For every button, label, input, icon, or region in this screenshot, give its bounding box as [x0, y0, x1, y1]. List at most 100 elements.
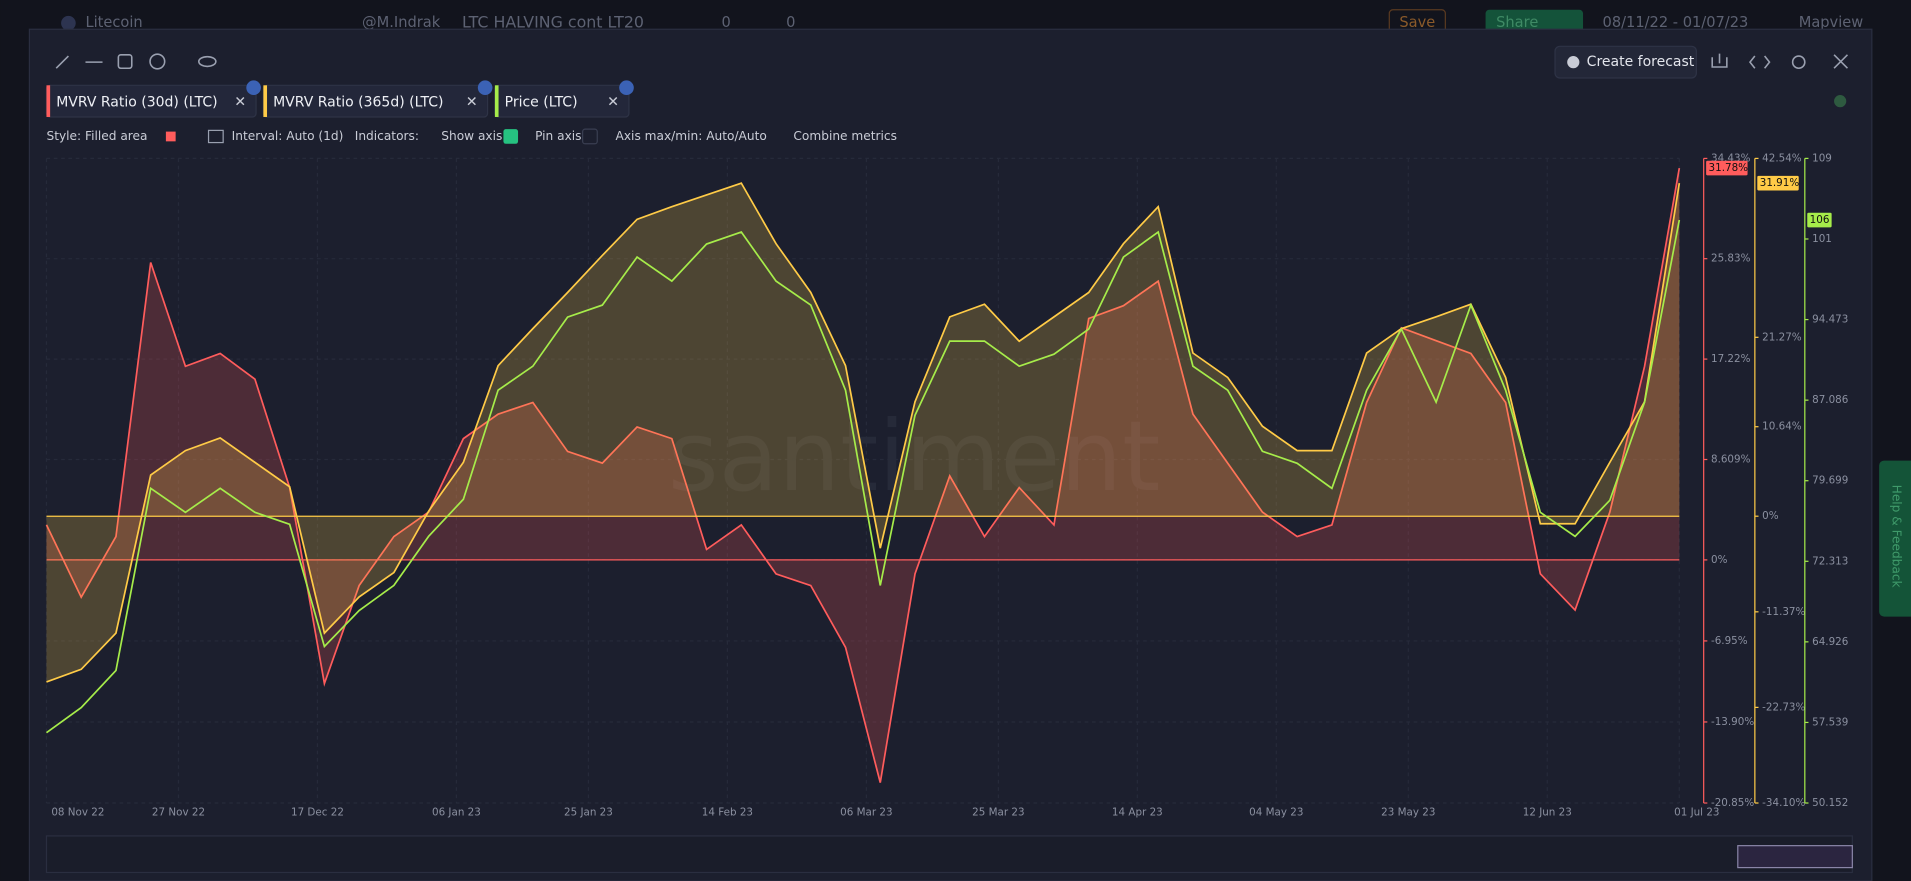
interval-option[interactable]: Interval: Auto (1d) — [232, 129, 344, 143]
x-tick-label: 08 Nov 22 — [51, 807, 104, 819]
current-value-label: 106 — [1810, 214, 1830, 226]
axis-range-option[interactable]: Axis max/min: Auto/Auto — [616, 129, 767, 143]
asset[interactable]: Litecoin — [85, 14, 142, 31]
indicators-option[interactable]: Indicators: — [355, 129, 419, 143]
y-tick-label: 72.313 — [1812, 555, 1848, 567]
top-bar: Litecoin @M.Indrak LTC HALVING cont LT20… — [61, 9, 1864, 38]
series-line — [46, 182, 1681, 683]
y-tick-label: -22.73% — [1762, 701, 1805, 713]
series-area — [46, 168, 1680, 783]
y-tick-label: 101 — [1812, 233, 1832, 245]
legend-remove[interactable] — [467, 96, 476, 106]
legend-chip — [262, 84, 489, 118]
legend-remove[interactable] — [236, 96, 245, 106]
legend-color — [46, 85, 51, 117]
legend-asset-icon — [619, 80, 634, 96]
note-tool[interactable] — [117, 54, 133, 70]
y-tick-label: 21.27% — [1762, 331, 1802, 343]
navigator-window[interactable] — [1737, 845, 1853, 869]
legend-asset-icon — [246, 80, 261, 96]
series-line — [45, 167, 1681, 783]
asset-icon — [61, 15, 76, 31]
legend-label: MVRV Ratio (30d) (LTC) — [56, 94, 217, 110]
current-value-badge — [1706, 160, 1748, 176]
y-tick-label: 94.473 — [1812, 314, 1848, 326]
y-tick-label: 79.699 — [1812, 475, 1848, 487]
y-tick-label: 0% — [1711, 554, 1728, 566]
x-tick-label: 14 Feb 23 — [702, 807, 753, 819]
style-option[interactable]: Style: Filled area — [46, 129, 147, 143]
series-line — [45, 219, 1681, 734]
comments[interactable]: 0 — [722, 14, 731, 31]
x-tick-label: 06 Jan 23 — [432, 807, 481, 819]
create-forecast-label: Create forecast — [1587, 54, 1695, 70]
interval-icon — [207, 129, 224, 144]
legend-label: MVRV Ratio (365d) (LTC) — [273, 94, 443, 110]
x-tick-label: 27 Nov 22 — [152, 807, 205, 819]
pin-axis-option: Pin axis — [535, 129, 581, 143]
layout-title: LTC HALVING cont LT20 — [462, 13, 644, 32]
y-tick-label: 10.64% — [1762, 421, 1802, 433]
options-row: Style: Filled area Interval: Auto (1d) I… — [46, 128, 897, 145]
navigator[interactable] — [45, 835, 1853, 874]
y-tick-label: -13.90% — [1711, 716, 1754, 728]
emoji-tool[interactable] — [149, 53, 166, 70]
y-tick-label: -20.85% — [1711, 797, 1754, 809]
embed-button[interactable] — [1748, 55, 1771, 69]
pin-axis-checkbox[interactable] — [582, 128, 598, 145]
y-tick-label: 8.609% — [1711, 454, 1751, 466]
chart-modal — [28, 28, 1873, 881]
legend-remove[interactable] — [608, 96, 618, 106]
visibility-tool[interactable] — [197, 55, 217, 68]
series-area — [46, 183, 1680, 682]
x-tick-label: 23 May 23 — [1381, 807, 1435, 819]
combine-metrics[interactable]: Combine metrics — [793, 129, 897, 143]
create-forecast-button[interactable] — [1554, 45, 1697, 79]
x-tick-label: 01 Jul 23 — [1674, 807, 1719, 819]
x-tick-label: 04 May 23 — [1249, 807, 1303, 819]
x-tick-label: 12 Jun 23 — [1523, 807, 1572, 819]
live-indicator — [1834, 95, 1847, 108]
help-tab[interactable] — [1879, 460, 1911, 617]
share-label: Share — [1496, 14, 1538, 31]
legend-color — [494, 85, 499, 117]
y-tick-label: -34.10% — [1762, 797, 1805, 809]
settings-button[interactable] — [1791, 55, 1806, 70]
x-tick-label: 14 Apr 23 — [1112, 807, 1163, 819]
current-value-label: 31.78% — [1709, 162, 1749, 174]
y-tick-label: 109 — [1812, 152, 1832, 164]
y-tick-label: 50.152 — [1812, 797, 1848, 809]
current-value-badge — [1757, 175, 1799, 191]
y-tick-label: 64.926 — [1812, 636, 1848, 648]
modal-actions — [1711, 53, 1849, 70]
y-tick-label: 57.539 — [1812, 716, 1848, 728]
x-tick-label: 25 Mar 23 — [972, 807, 1024, 819]
y-tick-label: -11.37% — [1762, 606, 1805, 618]
color-option[interactable] — [165, 131, 176, 142]
forecast-icon — [1567, 56, 1580, 69]
line-tool[interactable] — [55, 55, 69, 69]
mapview[interactable]: Mapview — [1799, 14, 1864, 31]
legend-asset-icon — [477, 80, 493, 96]
author[interactable]: @M.Indrak — [362, 14, 441, 31]
close-button[interactable] — [1833, 54, 1849, 69]
date-range[interactable]: 08/11/22 - 01/07/23 — [1603, 14, 1749, 31]
show-axis-option: Show axis — [441, 129, 502, 143]
help-label: Help & Feedback — [1890, 485, 1904, 589]
x-tick-label: 17 Dec 22 — [291, 807, 344, 819]
show-axis-checkbox[interactable] — [503, 129, 519, 144]
download-button[interactable] — [1711, 53, 1728, 68]
drawing-tools — [55, 53, 217, 70]
y-tick-label: 87.086 — [1812, 394, 1848, 406]
y-tick-label: -6.95% — [1711, 635, 1748, 647]
legend-label: Price (LTC) — [505, 94, 578, 110]
y-tick-label: 0% — [1762, 510, 1779, 522]
plot: 08 Nov 22 27 Nov 22 17 Dec 22 06 Jan 23 25 J… — [45, 152, 1848, 819]
y-tick-label: 42.54% — [1762, 152, 1802, 164]
x-tick-label: 06 Mar 23 — [840, 807, 892, 819]
likes[interactable]: 0 — [786, 14, 795, 31]
x-tick-label: 25 Jan 23 — [564, 807, 613, 819]
y-tick-label: 25.83% — [1711, 253, 1751, 265]
current-value-label: 31.91% — [1760, 177, 1800, 189]
